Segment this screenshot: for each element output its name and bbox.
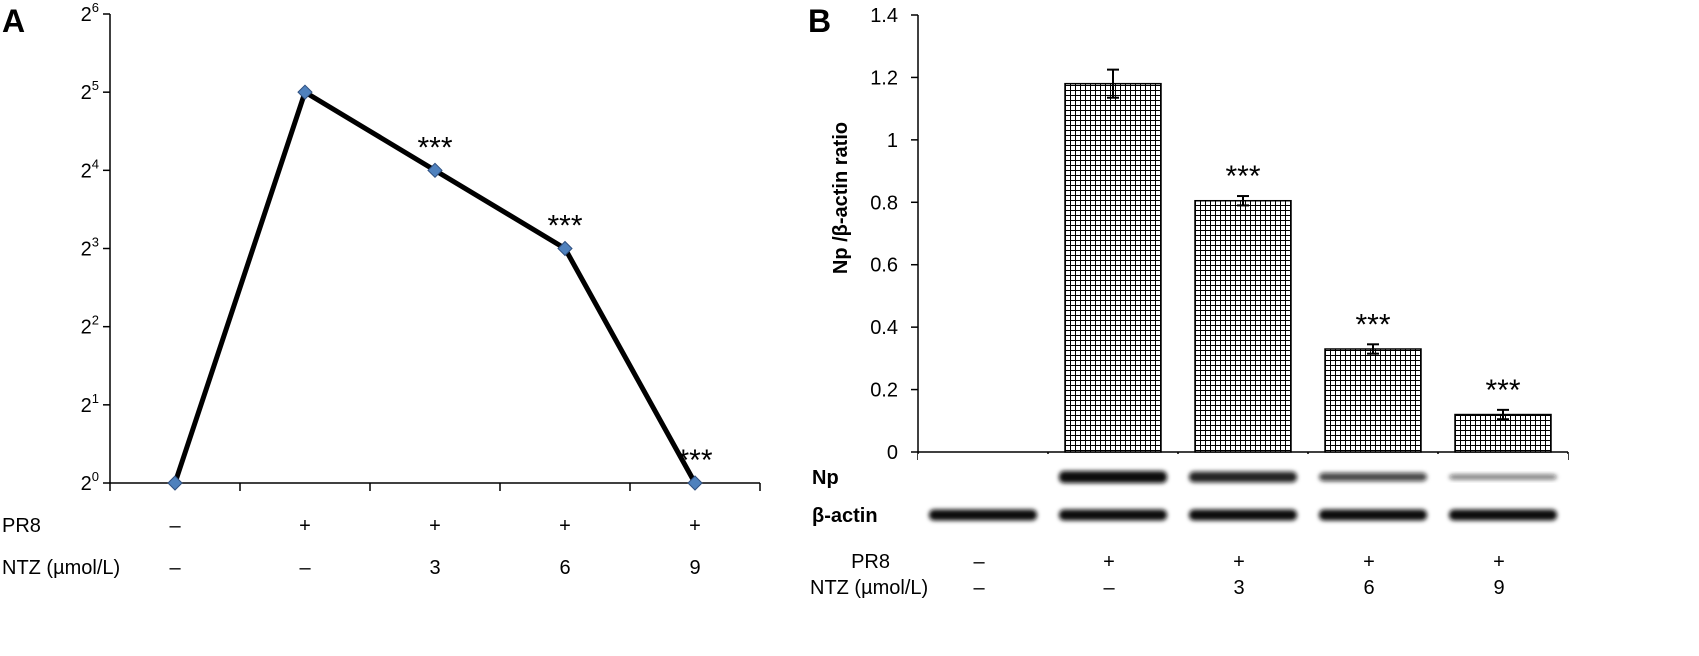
chart-b-ytick-label: 0.8 bbox=[870, 192, 898, 214]
blot-band-actin bbox=[1189, 509, 1297, 521]
chart-a-significance: *** bbox=[677, 444, 712, 477]
chart-a: 20 21 22 23 24 25 26 *** *** *** PR8 – + + + + NTZ (µm… bbox=[2, 0, 761, 579]
chart-a-point bbox=[557, 240, 573, 257]
chart-a-ytick-label: 22 bbox=[81, 313, 99, 339]
blot-band-actin bbox=[1449, 509, 1557, 521]
chart-a-point bbox=[167, 475, 183, 491]
chart-b: Np /β-actin ratio 0 0.2 0.4 0.6 0.8 1 1.2 1.4 *… bbox=[810, 5, 1569, 599]
blot-band-np bbox=[1449, 474, 1557, 480]
chart-b-conditions: PR8 – + + + + NTZ (µmol/L) – – 3 6 9 bbox=[810, 551, 1505, 599]
blot-band-actin bbox=[929, 509, 1037, 521]
chart-b-bar bbox=[1194, 199, 1292, 453]
chart-a-ytick-label: 21 bbox=[81, 391, 99, 417]
chart-a-condition-label: NTZ (µmol/L) bbox=[2, 557, 120, 579]
chart-a-significance: *** bbox=[547, 210, 582, 243]
chart-a-ytick-label: 23 bbox=[81, 235, 99, 261]
chart-b-significance: *** bbox=[1485, 374, 1520, 407]
chart-b-significance: *** bbox=[1225, 160, 1260, 193]
blot-background bbox=[918, 454, 1568, 542]
chart-a-ytick-label: 20 bbox=[81, 469, 99, 495]
chart-a-annotations: *** *** *** bbox=[417, 131, 712, 477]
chart-b-condition-value: 9 bbox=[1493, 577, 1504, 599]
chart-b-condition-value: + bbox=[1233, 551, 1245, 573]
panel-label-b: B bbox=[808, 3, 831, 39]
chart-b-bar bbox=[1324, 348, 1422, 453]
chart-a-condition-value: + bbox=[299, 515, 311, 537]
chart-a-condition-value: – bbox=[169, 515, 181, 537]
chart-a-significance: *** bbox=[417, 131, 452, 164]
chart-b-yticks: 0 0.2 0.4 0.6 0.8 1 1.2 1.4 bbox=[870, 5, 918, 464]
chart-a-condition-value: + bbox=[559, 515, 571, 537]
chart-a-condition-value: 6 bbox=[559, 557, 570, 579]
chart-a-ytick-label: 24 bbox=[81, 156, 99, 182]
chart-b-ytick-label: 1.2 bbox=[870, 67, 898, 89]
chart-b-condition-label: PR8 bbox=[851, 551, 890, 573]
chart-b-significance: *** bbox=[1355, 308, 1390, 341]
chart-a-ytick-label: 26 bbox=[81, 0, 99, 26]
chart-a-point bbox=[297, 84, 313, 100]
chart-a-point bbox=[687, 475, 703, 491]
chart-a-condition-value: – bbox=[299, 557, 311, 579]
western-blot: Np β-actin bbox=[812, 454, 1568, 542]
chart-b-errorbars bbox=[1107, 68, 1509, 421]
blot-bands bbox=[929, 471, 1557, 521]
chart-a-xticks bbox=[109, 483, 761, 491]
blot-band-np bbox=[1189, 471, 1297, 483]
blot-band-actin bbox=[1319, 509, 1427, 521]
chart-b-condition-label: NTZ (µmol/L) bbox=[810, 577, 928, 599]
chart-a-condition-value: + bbox=[689, 515, 701, 537]
chart-b-bars bbox=[1064, 82, 1552, 453]
chart-b-bar bbox=[1454, 413, 1552, 453]
blot-band-actin bbox=[1059, 509, 1167, 521]
chart-a-markers bbox=[167, 84, 703, 491]
chart-a-condition-label: PR8 bbox=[2, 515, 41, 537]
blot-band-np bbox=[1319, 472, 1427, 482]
blot-label-np: Np bbox=[812, 467, 839, 489]
chart-b-condition-value: + bbox=[1363, 551, 1375, 573]
chart-b-ytick-label: 1 bbox=[887, 130, 898, 152]
chart-b-bar bbox=[1064, 82, 1162, 453]
chart-b-ytick-label: 0.4 bbox=[870, 317, 898, 339]
blot-band-np bbox=[1059, 471, 1167, 483]
chart-b-ytick-label: 0.6 bbox=[870, 255, 898, 277]
chart-b-condition-value: – bbox=[1103, 577, 1115, 599]
chart-b-annotations: *** *** *** bbox=[1225, 160, 1520, 407]
blot-label-actin: β-actin bbox=[812, 505, 878, 527]
chart-b-condition-value: 3 bbox=[1233, 577, 1244, 599]
chart-a-ytick-label: 25 bbox=[81, 78, 99, 104]
chart-b-ytick-label: 1.4 bbox=[870, 5, 898, 27]
chart-a-condition-value: – bbox=[169, 557, 181, 579]
chart-a-point bbox=[427, 162, 443, 179]
chart-a-condition-value: + bbox=[429, 515, 441, 537]
chart-b-condition-value: 6 bbox=[1363, 577, 1374, 599]
chart-b-condition-value: + bbox=[1103, 551, 1115, 573]
chart-b-condition-value: + bbox=[1493, 551, 1505, 573]
chart-a-conditions: PR8 – + + + + NTZ (µmol/L) – – 3 6 9 bbox=[2, 515, 701, 579]
chart-a-yticks: 20 21 22 23 24 25 26 bbox=[81, 0, 110, 495]
chart-b-ytick-label: 0 bbox=[887, 442, 898, 464]
chart-b-condition-value: – bbox=[973, 551, 985, 573]
chart-b-ytick-label: 0.2 bbox=[870, 380, 898, 402]
chart-a-condition-value: 3 bbox=[429, 557, 440, 579]
panel-label-a: A bbox=[2, 3, 25, 39]
chart-b-ylabel: Np /β-actin ratio bbox=[830, 122, 852, 274]
chart-b-condition-value: – bbox=[973, 577, 985, 599]
chart-a-condition-value: 9 bbox=[689, 557, 700, 579]
